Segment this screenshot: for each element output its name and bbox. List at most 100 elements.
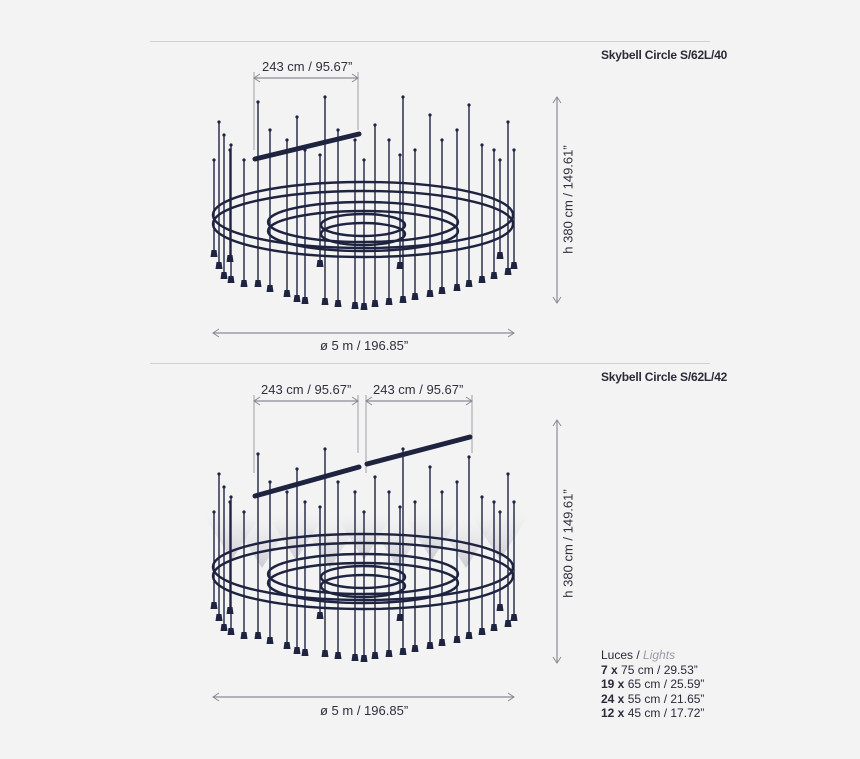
legend-row: 24 x 55 cm / 21.65” xyxy=(601,692,704,707)
ceiling-anchor xyxy=(401,447,405,451)
bell-lamp xyxy=(316,612,324,619)
ceiling-anchor xyxy=(318,153,322,157)
bell-lamp xyxy=(227,276,235,283)
ceiling-anchor xyxy=(398,505,402,509)
ring-inner-edge xyxy=(211,189,515,259)
legend-qty: 24 x xyxy=(601,691,625,706)
ceiling-anchor xyxy=(492,148,496,152)
ceiling-anchor xyxy=(256,452,260,456)
arrow-head xyxy=(552,296,562,304)
ceiling-anchor xyxy=(455,128,459,132)
legend-title-es: Luces / xyxy=(601,648,640,662)
arrow-head xyxy=(552,419,562,427)
legend-row: 12 x 45 cm / 17.72” xyxy=(601,706,704,721)
bell-lamp xyxy=(411,645,419,652)
ceiling-anchor xyxy=(323,447,327,451)
bell-lamp xyxy=(465,280,473,287)
legend-title: Luces / Lights xyxy=(601,648,704,663)
ceiling-anchor xyxy=(498,510,502,514)
bottom-chandelier xyxy=(210,434,518,662)
bell-lamp xyxy=(226,607,234,614)
arrow-head xyxy=(212,692,220,702)
ceiling-anchor xyxy=(401,95,405,99)
bell-lamp xyxy=(504,620,512,627)
bell-lamp xyxy=(321,650,329,657)
bell-lamp xyxy=(510,614,518,621)
ceiling-anchor xyxy=(428,465,432,469)
bell-lamp xyxy=(396,614,404,621)
arrow-head xyxy=(365,396,373,406)
ceiling-anchor xyxy=(229,143,233,147)
bell-lamp xyxy=(490,272,498,279)
bell-lamp xyxy=(215,614,223,621)
ceiling-anchor xyxy=(303,148,307,152)
bell-lamp xyxy=(371,652,379,659)
bell-lamp xyxy=(254,632,262,639)
ring-outer-edge xyxy=(319,564,407,590)
bell-lamp xyxy=(334,652,342,659)
ring-outer-edge xyxy=(319,212,407,238)
ring-inner-edge xyxy=(319,573,407,599)
ceiling-anchor xyxy=(467,103,471,107)
bell-lamp xyxy=(254,280,262,287)
ceiling-anchor xyxy=(467,455,471,459)
arrow-head xyxy=(465,396,473,406)
ceiling-anchor xyxy=(428,113,432,117)
bell-lamp xyxy=(478,276,486,283)
ceiling-anchor xyxy=(353,138,357,142)
ring-outer-edge xyxy=(211,180,515,250)
ceiling-anchor xyxy=(480,143,484,147)
ceiling-anchor xyxy=(242,158,246,162)
legend-row: 7 x 75 cm / 29.53” xyxy=(601,663,704,678)
bottom-dimension-lines xyxy=(212,395,562,702)
ceiling-anchor xyxy=(440,138,444,142)
middle-rule xyxy=(150,363,710,364)
ring-inner-edge xyxy=(266,561,460,605)
ceiling-anchor xyxy=(455,480,459,484)
ceiling-anchor xyxy=(228,500,232,504)
ring-inner-edge xyxy=(319,221,407,247)
top-dimension-lines xyxy=(212,72,562,338)
top-diameter-label: ø 5 m / 196.85” xyxy=(320,338,409,353)
bell-lamp xyxy=(240,280,248,287)
bell-lamp xyxy=(210,250,218,257)
bell-lamp xyxy=(301,649,309,656)
bell-lamp xyxy=(453,284,461,291)
ring-outer-edge xyxy=(266,200,460,244)
ceiling-anchor xyxy=(303,500,307,504)
bottom-diameter-label: ø 5 m / 196.85” xyxy=(320,703,409,718)
bell-lamp xyxy=(334,300,342,307)
bell-lamp xyxy=(385,298,393,305)
ceiling-anchor xyxy=(413,500,417,504)
ceiling-anchor xyxy=(242,510,246,514)
ceiling-anchor xyxy=(256,100,260,104)
arrow-head xyxy=(253,396,261,406)
bell-lamp xyxy=(283,642,291,649)
bell-lamp xyxy=(396,262,404,269)
bell-lamp xyxy=(490,624,498,631)
bell-lamp xyxy=(438,287,446,294)
bell-lamp xyxy=(220,272,228,279)
bell-lamp xyxy=(316,260,324,267)
ring-inner-edge xyxy=(266,209,460,253)
bell-lamp xyxy=(351,654,359,661)
ceiling-anchor xyxy=(512,148,516,152)
bell-lamp xyxy=(504,268,512,275)
ceiling-anchor xyxy=(268,128,272,132)
bell-lamp xyxy=(399,296,407,303)
ceiling-anchor xyxy=(387,490,391,494)
top-width-label: 243 cm / 95.67” xyxy=(262,59,353,74)
bell-lamp xyxy=(283,290,291,297)
legend-size: 55 cm / 21.65” xyxy=(627,691,705,706)
bell-lamp xyxy=(226,255,234,262)
legend-size: 65 cm / 25.59” xyxy=(627,677,705,691)
ceiling-anchor xyxy=(336,480,340,484)
bell-lamp xyxy=(301,297,309,304)
ceiling-anchor xyxy=(440,490,444,494)
bell-lamp xyxy=(293,295,301,302)
ceiling-anchor xyxy=(217,120,221,124)
ceiling-anchor xyxy=(498,158,502,162)
bell-lamp xyxy=(351,302,359,309)
ceiling-anchor xyxy=(285,138,289,142)
